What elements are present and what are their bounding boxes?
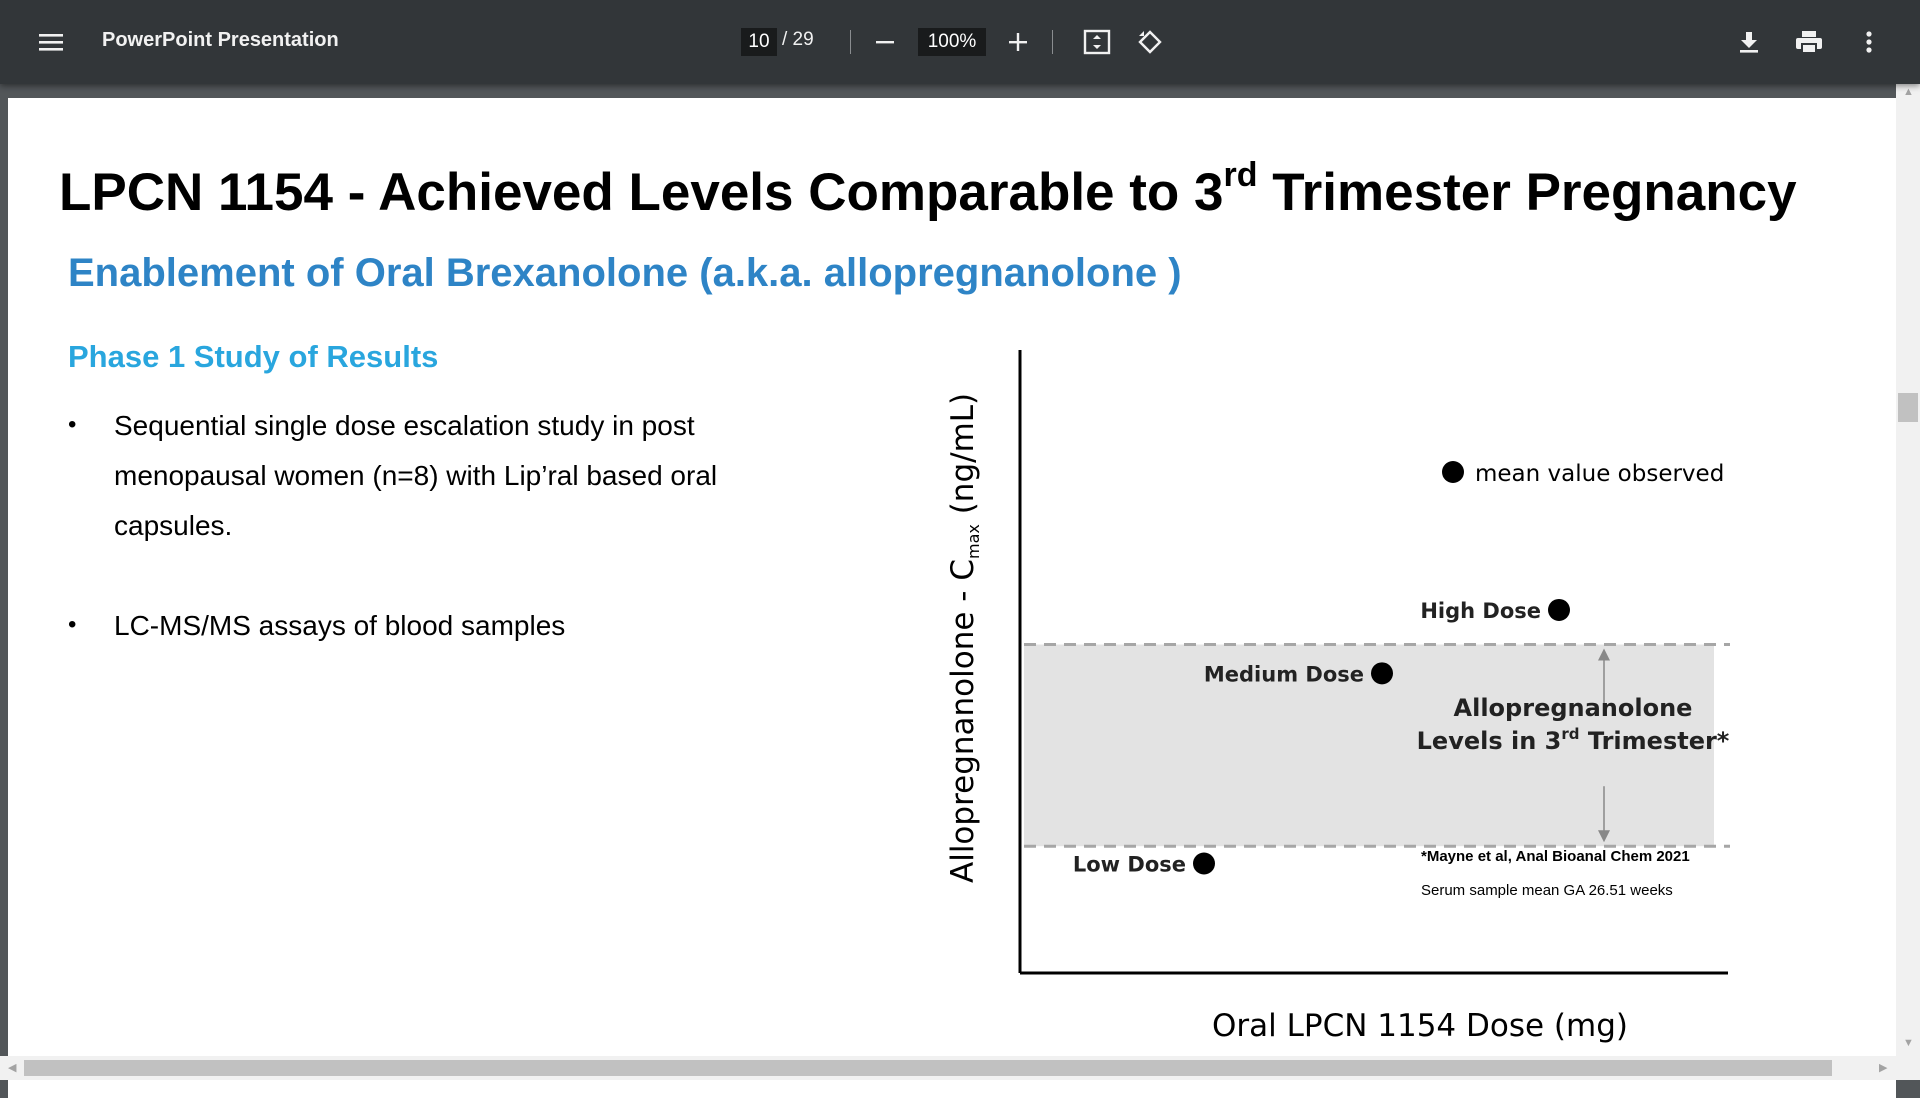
data-point-1 — [1193, 852, 1215, 875]
data-point-3 — [1548, 598, 1570, 621]
page-total: / 29 — [782, 29, 814, 50]
legend-marker — [1442, 461, 1464, 483]
footnote-sample: Serum sample mean GA 26.51 weeks — [1421, 882, 1673, 899]
zoom-level-input[interactable]: 100% — [918, 28, 986, 56]
footnote-citation: *Mayne et al, Anal Bioanal Chem 2021 — [1421, 848, 1690, 865]
points-layer: Low Dose Medium Dose High Dose — [1073, 598, 1570, 877]
data-point-2 — [1371, 662, 1393, 685]
scroll-up-icon[interactable]: ▲ — [1903, 86, 1914, 98]
legend-label: mean value observed — [1475, 461, 1724, 487]
bullet-icon: • — [68, 611, 77, 638]
scroll-down-icon[interactable]: ▼ — [1903, 1037, 1914, 1049]
trimester-band — [1024, 644, 1714, 847]
x-axis-label: Oral LPCN 1154 Dose (mg) — [1212, 1008, 1628, 1044]
data-point-label-1: Low Dose — [1073, 853, 1186, 877]
download-icon[interactable] — [1733, 26, 1765, 58]
horizontal-scroll-thumb[interactable] — [24, 1060, 1832, 1076]
band-label-line2: Levels in 3rd Trimester* — [1417, 725, 1730, 755]
slide-title-end: Trimester Pregnancy — [1257, 163, 1797, 222]
slide-title-superscript: rd — [1223, 156, 1258, 194]
band-arrowhead-up — [1598, 648, 1610, 661]
print-icon[interactable] — [1792, 26, 1826, 58]
zoom-in-icon[interactable] — [1003, 28, 1033, 56]
data-point-label-3: High Dose — [1420, 599, 1541, 623]
pdf-page: LPCN 1154 - Achieved Levels Comparable t… — [8, 98, 1896, 1098]
slide-title-text: LPCN 1154 - Achieved Levels Comparable t… — [59, 163, 1224, 222]
document-title: PowerPoint Presentation — [102, 29, 339, 51]
vertical-scroll-thumb[interactable] — [1898, 393, 1918, 422]
bullet-item-2: LC-MS/MS assays of blood samples — [114, 610, 566, 641]
scroll-left-icon[interactable]: ◀ — [8, 1062, 17, 1074]
fit-page-icon[interactable] — [1081, 26, 1113, 58]
y-axis-label: Allopregnanolone - Cmax (ng/mL) — [945, 393, 983, 883]
vertical-scrollbar[interactable] — [1896, 84, 1920, 1056]
slide-subtitle: Enablement of Oral Brexanolone (a.k.a. a… — [68, 251, 1182, 295]
y-axis-label-sub: max — [964, 524, 983, 559]
bullet-icon: • — [68, 411, 77, 438]
hamburger-menu-icon[interactable] — [36, 28, 66, 56]
bullet-item-1: Sequential single dose escalation study … — [114, 410, 718, 541]
document-viewer: LPCN 1154 - Achieved Levels Comparable t… — [0, 84, 1920, 1098]
band-arrowhead-down — [1598, 830, 1610, 843]
data-point-label-2: Medium Dose — [1204, 662, 1364, 686]
band-label-line1: Allopregnanolone — [1454, 694, 1693, 722]
phase-heading: Phase 1 Study of Results — [68, 339, 439, 374]
band-label-line2-text: Levels in 3 — [1417, 727, 1562, 755]
band-label-end: Trimester* — [1580, 727, 1730, 755]
page-number-input[interactable]: 10 — [741, 28, 777, 56]
zoom-out-icon[interactable] — [870, 28, 900, 56]
more-vert-icon[interactable] — [1855, 26, 1883, 58]
y-axis-label-text: Allopregnanolone - C — [945, 559, 981, 883]
slide-title: LPCN 1154 - Achieved Levels Comparable t… — [59, 156, 1797, 223]
rotate-icon[interactable] — [1134, 26, 1166, 58]
toolbar-divider — [850, 30, 851, 54]
viewer-toolbar: PowerPoint Presentation 10 / 29 100% — [0, 0, 1920, 84]
band-label-sup: rd — [1561, 725, 1579, 743]
y-axis-label-unit: (ng/mL) — [945, 393, 981, 524]
dose-chart: Allopregnanolone - Cmax (ng/mL) Oral LPC… — [945, 350, 1730, 1044]
toolbar-divider — [1052, 30, 1053, 54]
scroll-right-icon[interactable]: ▶ — [1879, 1062, 1888, 1074]
